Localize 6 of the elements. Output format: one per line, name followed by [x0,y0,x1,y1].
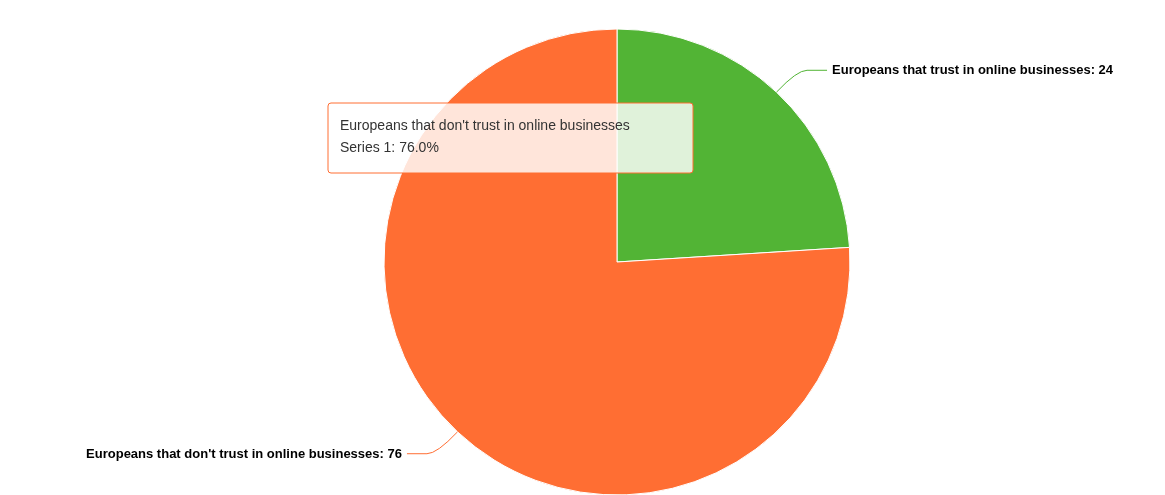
data-label: : 76 [379,445,402,461]
slice-label: Europeans that don't trust in online businesses [86,445,380,461]
slice-label: Europeans that trust in online businesses [832,62,1091,78]
text: Series 1: 76.0% [340,139,439,155]
data-label: : 24 [1090,62,1114,78]
text: Europeans that don't trust in online businesses [340,117,630,133]
